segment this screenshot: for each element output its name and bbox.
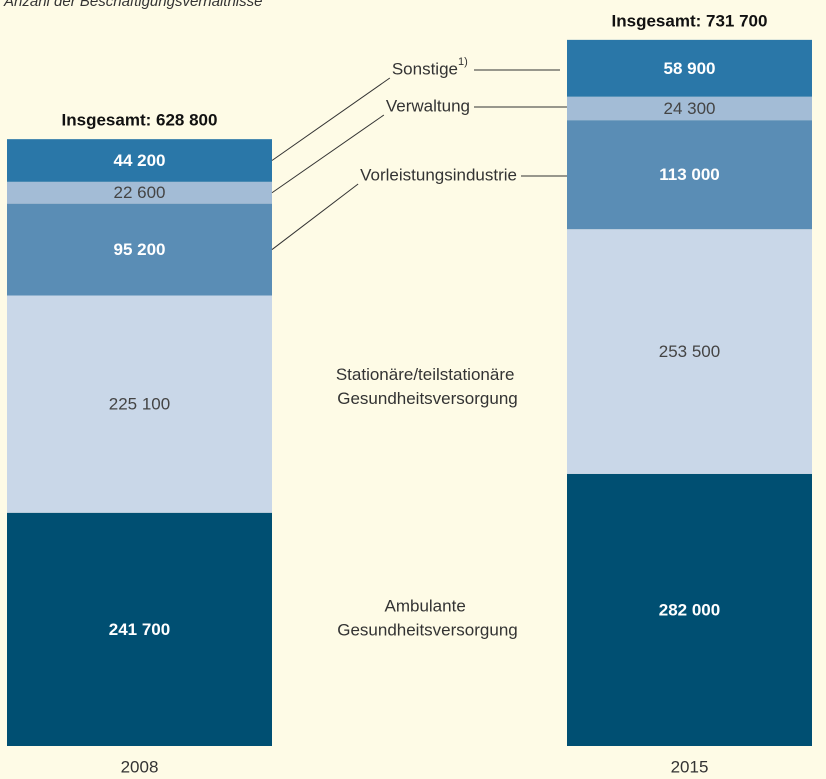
value-label: 22 600 [114, 183, 166, 202]
series-label: Ambulante Gesundheitsversorgung [337, 597, 518, 640]
value-label: 282 000 [659, 600, 720, 619]
value-label: 241 700 [109, 620, 170, 639]
bar-segment [7, 139, 272, 182]
bar-segment [567, 229, 812, 474]
callout-line [271, 183, 359, 250]
total-label: Insgesamt: 731 700 [612, 11, 768, 30]
value-label: 58 900 [664, 59, 716, 78]
bar-segment [7, 295, 272, 513]
bar-segment [567, 473, 812, 746]
value-label: 44 200 [114, 151, 166, 170]
bar-segment [567, 120, 812, 230]
callout-line [271, 77, 391, 161]
series-label: Stationäre/teilstationäre Gesundheitsver… [336, 365, 519, 408]
value-label: 24 300 [664, 99, 716, 118]
value-label: 95 200 [114, 240, 166, 259]
value-label: 253 500 [659, 342, 720, 361]
x-tick-label: 2008 [121, 757, 159, 776]
series-label: Verwaltung [386, 96, 470, 115]
series-label: Sonstige [392, 59, 458, 78]
value-label: 225 100 [109, 395, 170, 414]
total-label: Insgesamt: 628 800 [62, 111, 218, 130]
x-tick-label: 2015 [671, 757, 709, 776]
value-label: 113 000 [659, 165, 720, 184]
callout-line [271, 114, 385, 194]
bar-segment [7, 203, 272, 296]
bar-segment [7, 181, 272, 204]
bar-segment [7, 512, 272, 746]
footnote-marker: 1) [458, 56, 468, 68]
bar-segment [567, 96, 812, 121]
chart-subtitle: Anzahl der Beschäftigungsverhältnisse [3, 0, 263, 10]
series-label: Vorleistungsindustrie [360, 165, 517, 184]
bar-segment [567, 39, 812, 97]
